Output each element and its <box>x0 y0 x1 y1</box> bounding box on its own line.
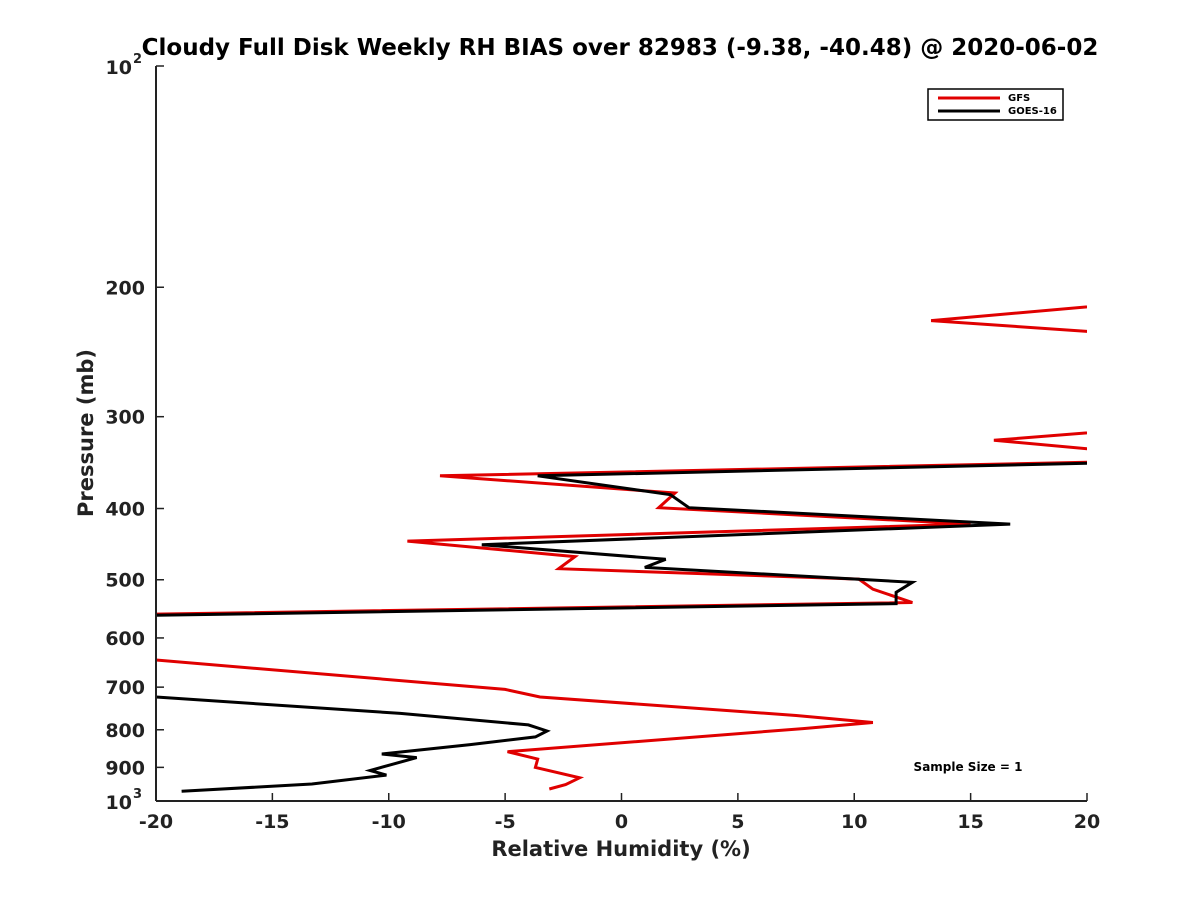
series-line-gfs <box>156 305 1087 791</box>
y-tick-label: 10 <box>106 792 132 814</box>
x-tick-label: 5 <box>731 811 744 833</box>
y-tick-label: 500 <box>105 570 145 592</box>
x-tick-label: -5 <box>495 811 516 833</box>
legend-label-gfs: GFS <box>1008 93 1030 104</box>
y-tick-label: 700 <box>105 677 145 699</box>
legend-box <box>927 88 1064 121</box>
y-tick-label: 200 <box>105 277 145 299</box>
series-layer <box>156 305 1087 793</box>
x-tick-label: -15 <box>255 811 289 833</box>
y-axis-label: Pressure (mb) <box>74 349 98 517</box>
x-tick-label: -10 <box>372 811 406 833</box>
y-tick-label: 400 <box>105 499 145 521</box>
x-tick-label: -20 <box>139 811 173 833</box>
y-tick-label: 800 <box>105 720 145 742</box>
x-tick-label: 10 <box>841 811 867 833</box>
x-tick-label: 0 <box>615 811 628 833</box>
series-line-goes16 <box>156 461 1087 793</box>
legend-label-goes16: GOES-16 <box>1008 106 1057 117</box>
x-tick-label: 20 <box>1074 811 1100 833</box>
chart-title: Cloudy Full Disk Weekly RH BIAS over 829… <box>142 35 1099 61</box>
y-tick-label: 10 <box>106 57 132 79</box>
y-tick-label: 300 <box>105 407 145 429</box>
sample-size-annotation: Sample Size = 1 <box>914 760 1023 774</box>
y-tick-exponent: 2 <box>133 52 142 67</box>
y-tick-exponent: 3 <box>133 787 142 802</box>
y-tick-label: 600 <box>105 628 145 650</box>
legend: GFS GOES-16 <box>927 88 1064 121</box>
x-axis-label: Relative Humidity (%) <box>491 837 750 861</box>
x-tick-label: 15 <box>957 811 983 833</box>
y-tick-label: 900 <box>105 757 145 779</box>
